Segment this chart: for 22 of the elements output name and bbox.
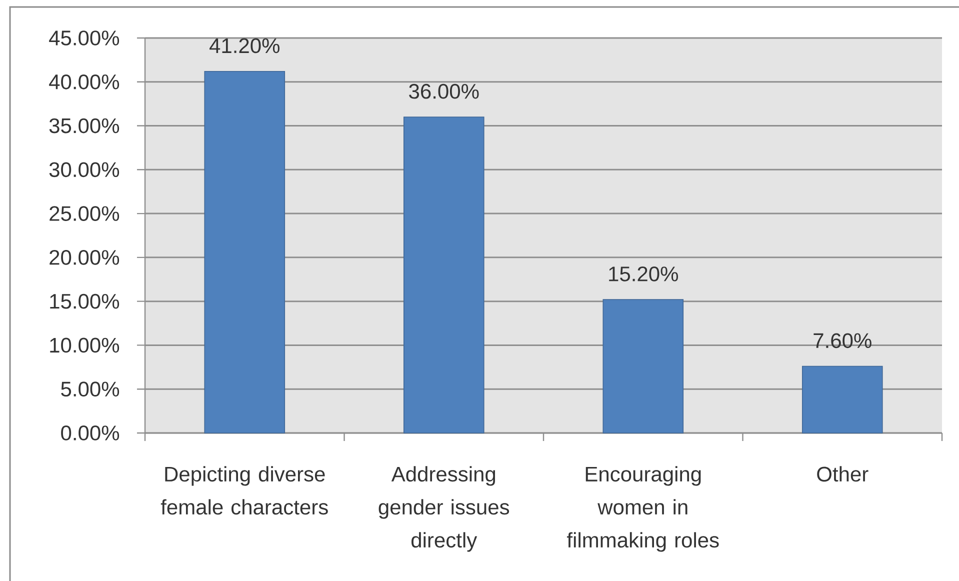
x-tick-label: Depicting diverse female characters: [160, 466, 328, 515]
data-label: 7.60%: [814, 333, 872, 348]
x-tick-label: Encouraging women in filmmaking roles: [566, 466, 719, 552]
y-tick-label: 5.00%: [61, 382, 120, 397]
y-tick-label: 45.00%: [49, 30, 120, 46]
y-tick-label: 35.00%: [49, 118, 120, 134]
y-tick-label: 40.00%: [49, 74, 120, 90]
data-label: 41.20%: [210, 38, 280, 54]
y-tick-label: 15.00%: [50, 294, 120, 309]
x-tick-label: Addressing gender issues directly: [378, 466, 510, 552]
y-tick-label: 20.00%: [50, 250, 120, 265]
bar: [403, 116, 484, 434]
y-tick-label: 30.00%: [49, 162, 120, 178]
data-label: 36.00%: [409, 84, 479, 99]
y-tick-label: 25.00%: [50, 206, 120, 221]
x-tick-label: Other: [817, 466, 868, 482]
y-tick-label: 10.00%: [50, 338, 120, 353]
bar: [802, 366, 883, 434]
bar: [204, 70, 286, 434]
bar: [602, 299, 684, 434]
y-tick-label: 0.00%: [61, 426, 120, 440]
data-label: 15.20%: [609, 266, 678, 282]
